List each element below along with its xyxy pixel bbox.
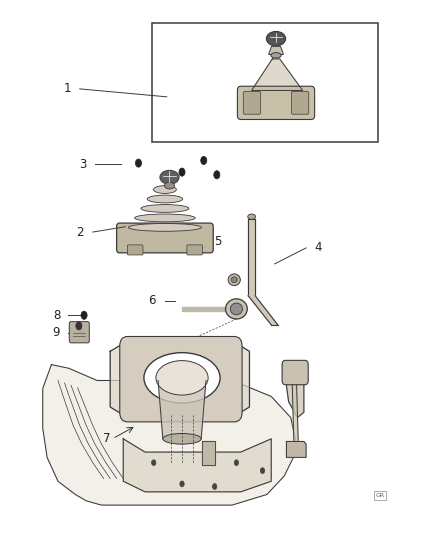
Polygon shape bbox=[286, 370, 304, 418]
FancyBboxPatch shape bbox=[282, 360, 308, 385]
FancyBboxPatch shape bbox=[117, 223, 213, 253]
Ellipse shape bbox=[179, 168, 185, 176]
Ellipse shape bbox=[164, 182, 174, 189]
Ellipse shape bbox=[201, 156, 207, 165]
FancyBboxPatch shape bbox=[120, 336, 242, 422]
Text: 5: 5 bbox=[214, 235, 221, 247]
Text: GR: GR bbox=[375, 493, 385, 498]
Ellipse shape bbox=[266, 31, 286, 46]
Ellipse shape bbox=[147, 195, 183, 203]
FancyBboxPatch shape bbox=[127, 245, 143, 255]
Ellipse shape bbox=[128, 223, 201, 231]
Ellipse shape bbox=[160, 171, 179, 184]
Polygon shape bbox=[248, 296, 278, 325]
Polygon shape bbox=[43, 365, 297, 505]
Polygon shape bbox=[286, 441, 306, 457]
Ellipse shape bbox=[248, 214, 255, 219]
FancyBboxPatch shape bbox=[187, 245, 202, 255]
Text: 4: 4 bbox=[315, 241, 322, 254]
FancyBboxPatch shape bbox=[243, 92, 261, 114]
Ellipse shape bbox=[231, 277, 237, 282]
Bar bbox=[152, 22, 378, 142]
Text: 9: 9 bbox=[53, 326, 60, 340]
Ellipse shape bbox=[76, 322, 82, 330]
Ellipse shape bbox=[152, 460, 156, 466]
Ellipse shape bbox=[212, 483, 217, 489]
Text: 8: 8 bbox=[53, 309, 60, 322]
Ellipse shape bbox=[271, 53, 281, 58]
Polygon shape bbox=[292, 381, 298, 441]
Text: 6: 6 bbox=[148, 294, 156, 308]
Text: 7: 7 bbox=[102, 432, 110, 446]
Polygon shape bbox=[248, 219, 255, 296]
Ellipse shape bbox=[214, 171, 220, 179]
Polygon shape bbox=[251, 59, 303, 91]
Text: 3: 3 bbox=[79, 158, 86, 171]
Ellipse shape bbox=[228, 274, 240, 286]
Ellipse shape bbox=[163, 433, 201, 444]
Ellipse shape bbox=[180, 481, 184, 487]
Ellipse shape bbox=[230, 303, 243, 315]
Ellipse shape bbox=[153, 185, 177, 193]
Ellipse shape bbox=[144, 353, 220, 403]
Ellipse shape bbox=[134, 214, 195, 222]
Polygon shape bbox=[182, 308, 228, 311]
Ellipse shape bbox=[226, 299, 247, 319]
Polygon shape bbox=[268, 46, 283, 54]
Text: 2: 2 bbox=[77, 225, 84, 239]
Polygon shape bbox=[110, 338, 250, 420]
Ellipse shape bbox=[156, 361, 208, 395]
FancyBboxPatch shape bbox=[69, 321, 89, 343]
Text: 1: 1 bbox=[64, 83, 71, 95]
Polygon shape bbox=[123, 439, 271, 492]
Ellipse shape bbox=[260, 468, 265, 473]
Polygon shape bbox=[201, 441, 215, 465]
FancyBboxPatch shape bbox=[237, 86, 314, 119]
Ellipse shape bbox=[141, 205, 189, 212]
Polygon shape bbox=[158, 381, 206, 439]
Ellipse shape bbox=[81, 311, 87, 319]
FancyBboxPatch shape bbox=[291, 92, 309, 114]
Ellipse shape bbox=[234, 460, 239, 466]
Ellipse shape bbox=[135, 159, 141, 167]
